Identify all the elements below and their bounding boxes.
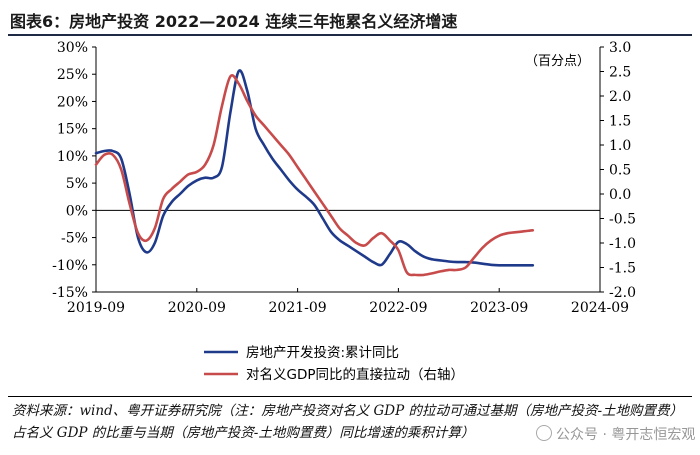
left-tick-label: 5% [66,176,88,192]
x-tick-label: 2021-09 [269,300,327,316]
x-tick-label: 2019-09 [67,300,125,316]
left-tick-label: 25% [57,67,88,83]
right-tick-label: -0.5 [609,212,636,228]
right-tick-label: 1.5 [609,114,631,130]
source-note: 资料来源：wind、粤开证券研究院（注：房地产投资对名义 GDP 的拉动可通过基… [12,403,684,441]
right-tick-label: -1.0 [609,236,636,252]
right-axis-unit-label: （百分点） [525,54,590,69]
x-tick-label: 2023-09 [470,300,528,316]
left-tick-label: -15% [52,285,88,301]
investment-growth-line [94,69,535,267]
right-tick-label: -1.5 [609,261,636,277]
watermark: 公众号 · 粤开志恒宏观 [536,424,695,444]
right-tick-label: 1.0 [609,138,631,154]
right-tick-label: 3.0 [609,40,631,56]
title-rule [8,34,692,36]
wechat-icon [536,425,552,441]
legend-label: 对名义GDP同比的直接拉动（右轴） [246,366,464,383]
gdp-contribution-line [94,74,535,277]
left-tick-label: 15% [57,122,88,138]
right-tick-label: 2.5 [609,65,631,81]
right-tick-label: 2.0 [609,89,631,105]
left-tick-label: 30% [57,40,88,56]
right-tick-label: 0.0 [609,187,631,203]
x-tick-label: 2020-09 [168,300,226,316]
chart-title: 图表6：房地产投资 2022—2024 连续三年拖累名义经济增速 [10,12,458,31]
right-tick-label: -2.0 [609,285,636,301]
left-tick-label: 20% [57,94,88,110]
line-chart: 30% 25% 20% 15% 10% 5% 0% -5% -10% -15% 3.0 2.5 2.0 1… [52,40,636,383]
x-tick-label: 2022-09 [369,300,427,316]
left-tick-label: 10% [57,149,88,165]
left-tick-label: 0% [66,203,88,219]
source-rule [8,396,692,397]
right-tick-label: 0.5 [609,163,631,179]
left-tick-label: -10% [52,258,88,274]
left-tick-label: -5% [61,231,88,247]
x-tick-label: 2024-09 [571,300,629,316]
legend-label: 房地产开发投资:累计同比 [246,345,399,361]
watermark-text: 公众号 · 粤开志恒宏观 [556,427,696,443]
